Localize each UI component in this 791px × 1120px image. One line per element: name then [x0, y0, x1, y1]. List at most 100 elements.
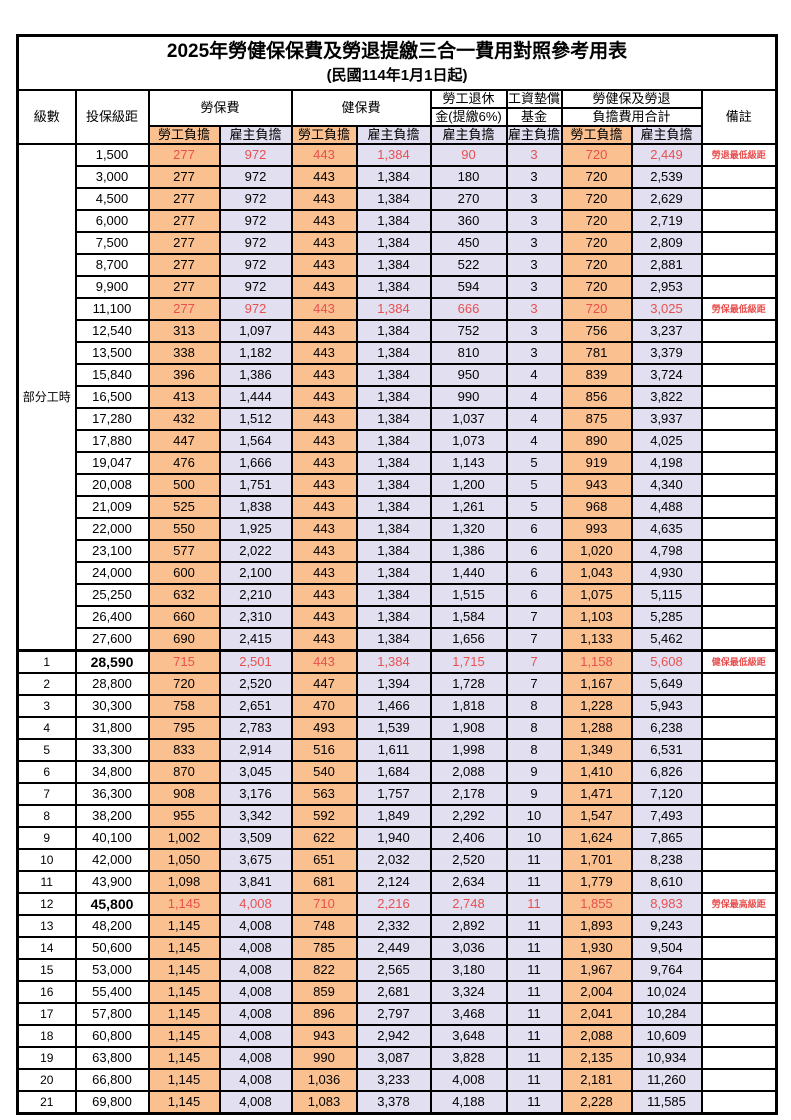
bracket-cell: 11,100 [74, 297, 150, 321]
health-employee-cell: 622 [290, 826, 358, 850]
pension-employer-cell: 3,324 [429, 980, 508, 1004]
labor-employer-cell: 4,008 [218, 980, 293, 1004]
health-employer-cell: 1,384 [355, 165, 432, 189]
total-employer-cell: 5,608 [630, 649, 703, 674]
bracket-cell: 30,300 [74, 694, 150, 718]
total-employee-cell: 1,167 [560, 672, 633, 696]
health-employer-cell: 1,384 [355, 209, 432, 233]
labor-employee-cell: 1,145 [147, 936, 221, 960]
total-employee-cell: 875 [560, 407, 633, 431]
remark-cell [700, 473, 778, 497]
pension-employer-cell: 2,178 [429, 782, 508, 806]
labor-employee-cell: 715 [147, 649, 221, 674]
health-employee-cell: 443 [290, 561, 358, 585]
total-employer-cell: 3,025 [630, 297, 703, 321]
bracket-cell: 40,100 [74, 826, 150, 850]
bracket-cell: 19,047 [74, 451, 150, 475]
health-employer-cell: 2,124 [355, 870, 432, 894]
health-employer-cell: 1,384 [355, 275, 432, 299]
pension-employer-cell: 1,037 [429, 407, 508, 431]
labor-employer-cell: 972 [218, 275, 293, 299]
health-employee-cell: 681 [290, 870, 358, 894]
total-employer-cell: 9,764 [630, 958, 703, 982]
table-row: 3 30,300 758 2,651 470 1,466 1,818 8 1,228 5,943 [16, 694, 778, 718]
total-employer-cell: 2,809 [630, 231, 703, 255]
total-employer-cell: 11,260 [630, 1068, 703, 1092]
pension-employer-cell: 1,908 [429, 716, 508, 740]
remark-cell [700, 187, 778, 211]
health-employee-cell: 943 [290, 1024, 358, 1048]
labor-employee-cell: 690 [147, 627, 221, 652]
health-employee-cell: 822 [290, 958, 358, 982]
labor-employer-cell: 2,501 [218, 649, 293, 674]
health-employee-cell: 443 [290, 275, 358, 299]
bracket-cell: 8,700 [74, 253, 150, 277]
fund-employer-cell: 4 [505, 385, 563, 409]
fund-employer-cell: 8 [505, 694, 563, 718]
remark-cell [700, 672, 778, 696]
fund-employer-cell: 11 [505, 980, 563, 1004]
bracket-cell: 12,540 [74, 319, 150, 343]
bracket-cell: 16,500 [74, 385, 150, 409]
pension-employer-cell: 2,634 [429, 870, 508, 894]
bracket-cell: 26,400 [74, 605, 150, 629]
fund-employer-cell: 5 [505, 473, 563, 497]
health-employee-cell: 493 [290, 716, 358, 740]
labor-employee-cell: 313 [147, 319, 221, 343]
labor-employee-cell: 432 [147, 407, 221, 431]
remark-cell [700, 385, 778, 409]
labor-employer-cell: 972 [218, 231, 293, 255]
table-row: 9 40,100 1,002 3,509 622 1,940 2,406 10 1,624 7,8… [16, 826, 778, 850]
labor-employer-cell: 972 [218, 209, 293, 233]
remark-cell [700, 716, 778, 740]
fund-employer-cell: 3 [505, 341, 563, 365]
labor-employer-cell: 2,520 [218, 672, 293, 696]
pension-employer-cell: 2,748 [429, 892, 508, 916]
health-employer-cell: 1,384 [355, 583, 432, 607]
table-row: 21 69,800 1,145 4,008 1,083 3,378 4,188 11 2,228… [16, 1090, 778, 1115]
total-employee-cell: 720 [560, 297, 633, 321]
bracket-cell: 53,000 [74, 958, 150, 982]
bracket-cell: 27,600 [74, 627, 150, 652]
fund-employer-cell: 3 [505, 319, 563, 343]
pension-employer-cell: 594 [429, 275, 508, 299]
pension-employer-cell: 1,386 [429, 539, 508, 563]
header-labor-employer-share: 雇主負擔 [218, 125, 293, 145]
total-employee-cell: 720 [560, 165, 633, 189]
grade-cell: 4 [16, 716, 77, 740]
labor-employee-cell: 1,050 [147, 848, 221, 872]
labor-employer-cell: 1,182 [218, 341, 293, 365]
grade-cell: 10 [16, 848, 77, 872]
bracket-cell: 4,500 [74, 187, 150, 211]
fund-employer-cell: 11 [505, 848, 563, 872]
labor-employee-cell: 577 [147, 539, 221, 563]
labor-employee-cell: 1,145 [147, 958, 221, 982]
total-employee-cell: 1,075 [560, 583, 633, 607]
remark-cell [700, 319, 778, 343]
total-employee-cell: 2,228 [560, 1090, 633, 1115]
total-employee-cell: 1,410 [560, 760, 633, 784]
grade-cell: 18 [16, 1024, 77, 1048]
health-employer-cell: 1,384 [355, 341, 432, 365]
labor-employer-cell: 4,008 [218, 892, 293, 916]
pension-employer-cell: 1,073 [429, 429, 508, 453]
remark-cell [700, 1002, 778, 1026]
health-employer-cell: 1,384 [355, 363, 432, 387]
total-employer-cell: 4,340 [630, 473, 703, 497]
labor-employer-cell: 972 [218, 253, 293, 277]
total-employer-cell: 7,493 [630, 804, 703, 828]
labor-employee-cell: 476 [147, 451, 221, 475]
table-row: 21,009 525 1,838 443 1,384 1,261 5 968 4,488 [18, 495, 778, 519]
pension-employer-cell: 1,200 [429, 473, 508, 497]
health-employee-cell: 470 [290, 694, 358, 718]
health-employee-cell: 443 [290, 627, 358, 652]
health-employer-cell: 1,384 [355, 539, 432, 563]
table-row: 8,700 277 972 443 1,384 522 3 720 2,881 [18, 253, 778, 277]
health-employee-cell: 859 [290, 980, 358, 1004]
total-employee-cell: 993 [560, 517, 633, 541]
health-employer-cell: 1,384 [355, 473, 432, 497]
total-employee-cell: 1,158 [560, 649, 633, 674]
total-employer-cell: 5,943 [630, 694, 703, 718]
health-employer-cell: 1,757 [355, 782, 432, 806]
fund-employer-cell: 4 [505, 363, 563, 387]
